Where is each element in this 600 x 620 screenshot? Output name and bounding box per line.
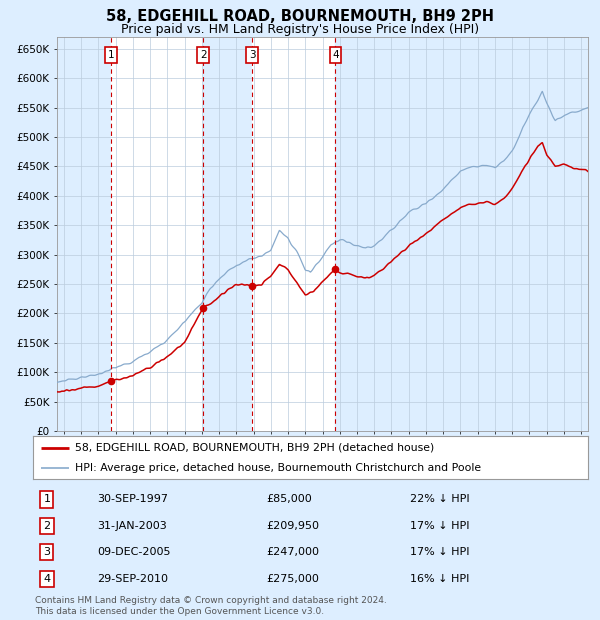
Bar bbox=[252, 37, 335, 431]
Text: £209,950: £209,950 bbox=[266, 521, 319, 531]
Text: 30-SEP-1997: 30-SEP-1997 bbox=[97, 494, 168, 505]
Bar bbox=[57, 37, 112, 431]
Text: £85,000: £85,000 bbox=[266, 494, 312, 505]
Text: £275,000: £275,000 bbox=[266, 574, 319, 584]
Text: 1: 1 bbox=[108, 50, 115, 60]
Bar bbox=[112, 37, 203, 431]
Bar bbox=[203, 37, 252, 431]
Text: 09-DEC-2005: 09-DEC-2005 bbox=[97, 547, 170, 557]
Text: 31-JAN-2003: 31-JAN-2003 bbox=[97, 521, 167, 531]
Text: £247,000: £247,000 bbox=[266, 547, 319, 557]
Bar bbox=[335, 37, 588, 431]
Text: Price paid vs. HM Land Registry's House Price Index (HPI): Price paid vs. HM Land Registry's House … bbox=[121, 24, 479, 36]
Text: 1: 1 bbox=[43, 494, 50, 505]
Text: 17% ↓ HPI: 17% ↓ HPI bbox=[410, 547, 470, 557]
Text: HPI: Average price, detached house, Bournemouth Christchurch and Poole: HPI: Average price, detached house, Bour… bbox=[74, 463, 481, 473]
Text: 29-SEP-2010: 29-SEP-2010 bbox=[97, 574, 168, 584]
Text: 2: 2 bbox=[200, 50, 206, 60]
Text: 3: 3 bbox=[43, 547, 50, 557]
Text: 2: 2 bbox=[43, 521, 50, 531]
Text: Contains HM Land Registry data © Crown copyright and database right 2024.
This d: Contains HM Land Registry data © Crown c… bbox=[35, 596, 386, 616]
Text: 22% ↓ HPI: 22% ↓ HPI bbox=[410, 494, 470, 505]
Text: 58, EDGEHILL ROAD, BOURNEMOUTH, BH9 2PH (detached house): 58, EDGEHILL ROAD, BOURNEMOUTH, BH9 2PH … bbox=[74, 443, 434, 453]
Text: 58, EDGEHILL ROAD, BOURNEMOUTH, BH9 2PH: 58, EDGEHILL ROAD, BOURNEMOUTH, BH9 2PH bbox=[106, 9, 494, 24]
Text: 17% ↓ HPI: 17% ↓ HPI bbox=[410, 521, 470, 531]
Text: 4: 4 bbox=[332, 50, 339, 60]
Text: 16% ↓ HPI: 16% ↓ HPI bbox=[410, 574, 470, 584]
Text: 3: 3 bbox=[249, 50, 256, 60]
Text: 4: 4 bbox=[43, 574, 50, 584]
